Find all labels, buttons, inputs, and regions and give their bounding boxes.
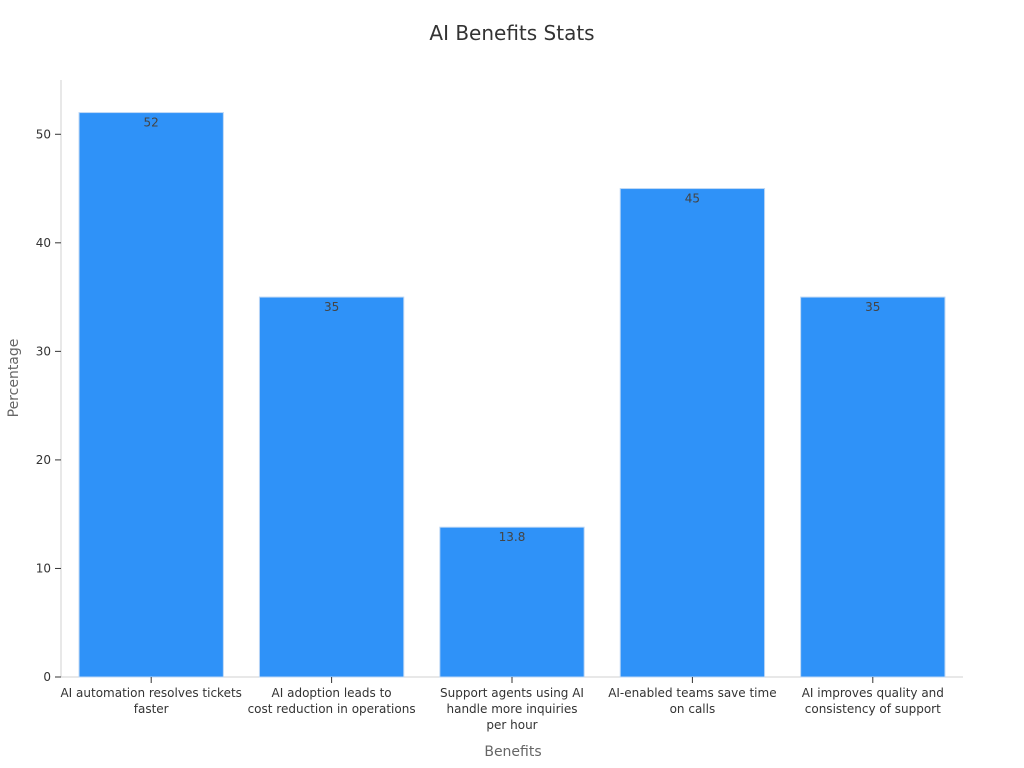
bar-value-label: 52 [144,116,159,130]
x-tick-label: Support agents using AI [440,686,584,700]
x-tick-label: handle more inquiries [446,702,577,716]
bar [439,526,585,678]
x-tick-label: on calls [670,702,716,716]
x-tick-label: cost reduction in operations [248,702,416,716]
y-axis-title: Percentage [6,339,22,418]
chart-title: AI Benefits Stats [429,21,594,45]
bar [258,296,405,678]
x-tick-label: consistency of support [805,702,941,716]
y-tick-label: 10 [36,561,51,575]
y-tick-label: 0 [43,670,51,684]
bar [619,188,766,678]
bar [800,296,946,678]
bar-value-label: 35 [865,300,880,314]
bar-value-label: 45 [685,192,700,206]
y-tick-label: 30 [36,344,51,358]
x-tick-label: AI-enabled teams save time [608,686,776,700]
y-tick-label: 50 [36,127,51,141]
plot-area: 0 10 20 30 40 50 52 AI automation resolves tick… [36,80,963,732]
bar [78,112,224,678]
y-tick-label: 20 [36,453,51,467]
x-tick-label: AI automation resolves tickets [60,686,241,700]
x-tick-label: AI improves quality and [802,686,944,700]
bar-value-label: 13.8 [499,530,526,544]
x-tick-label: per hour [486,718,537,732]
x-axis-title: Benefits [484,744,541,760]
y-tick-label: 40 [36,236,51,250]
bar-value-label: 35 [324,300,339,314]
x-tick-label: faster [134,702,169,716]
x-tick-label: AI adoption leads to [272,686,392,700]
